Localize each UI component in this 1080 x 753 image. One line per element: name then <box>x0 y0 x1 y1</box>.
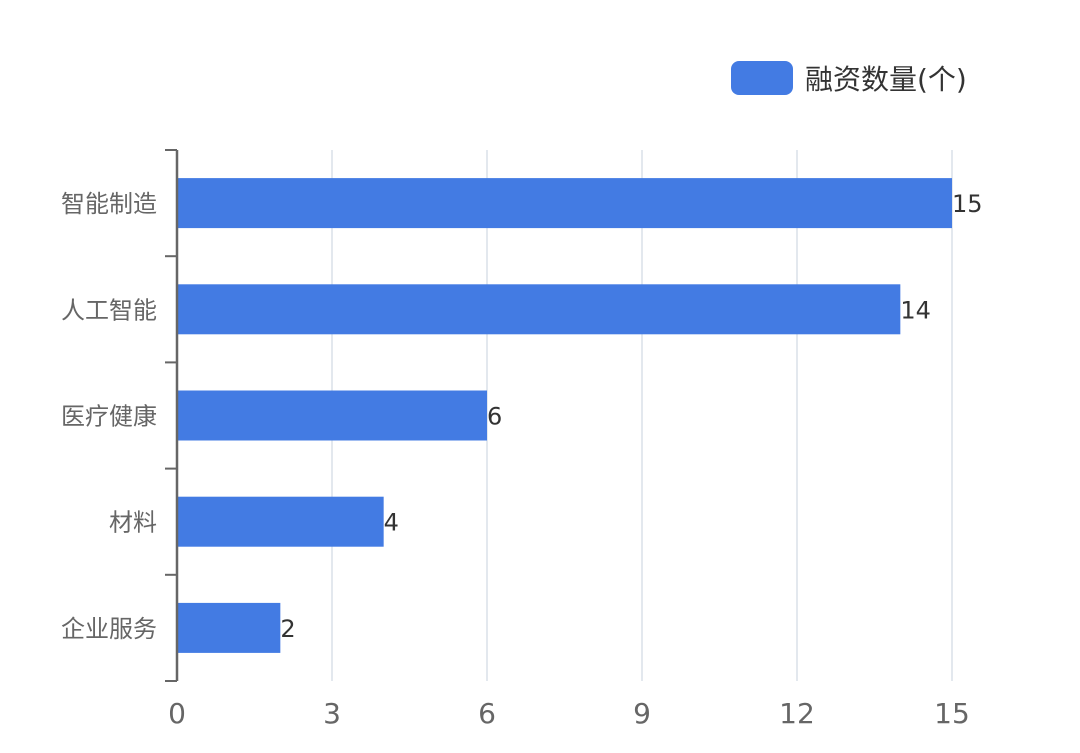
x-tick-label: 6 <box>478 697 496 730</box>
x-tick-label: 15 <box>934 697 970 730</box>
x-tick-label: 12 <box>779 697 815 730</box>
data-label: 14 <box>900 296 931 324</box>
bar <box>177 284 901 335</box>
data-label: 4 <box>384 509 399 537</box>
x-tick-label: 3 <box>323 697 341 730</box>
bar <box>177 390 487 441</box>
legend-swatch <box>731 61 793 95</box>
y-category-label: 材料 <box>109 509 157 537</box>
axes <box>165 149 179 682</box>
y-category-label: 人工智能 <box>61 296 157 324</box>
bar <box>177 178 952 229</box>
gridlines <box>331 150 953 681</box>
y-category-label: 企业服务 <box>61 615 157 643</box>
data-label: 15 <box>952 190 983 218</box>
labels: 0 3 6 9 12 15 15 智能制造 14 人工智能 6 医疗健康 4 材料 2 企业服务 <box>61 190 983 730</box>
y-category-label: 医疗健康 <box>61 403 157 431</box>
legend[interactable]: 融资数量(个) <box>731 58 967 98</box>
data-label: 2 <box>280 615 295 643</box>
x-tick-label: 9 <box>633 697 651 730</box>
data-label: 6 <box>487 403 502 431</box>
bars <box>177 178 952 653</box>
legend-label: 融资数量(个) <box>805 63 967 96</box>
x-tick-label: 0 <box>168 697 186 730</box>
y-category-label: 智能制造 <box>61 190 157 218</box>
bar <box>177 496 384 547</box>
bar <box>177 602 281 653</box>
